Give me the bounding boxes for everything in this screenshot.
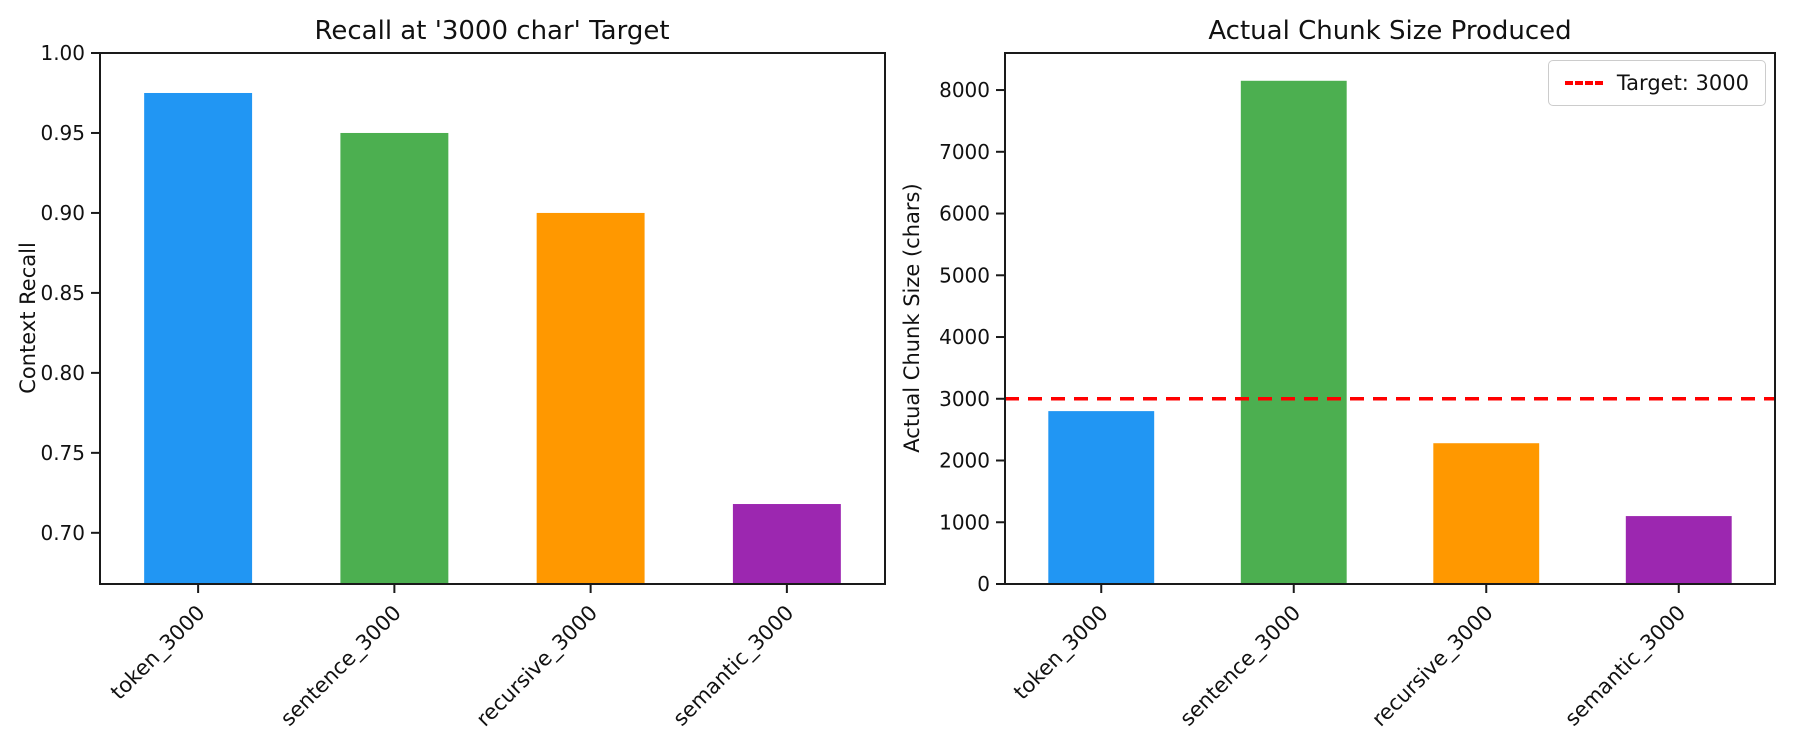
x-tick-label: token_3000 [1009, 601, 1113, 705]
x-tick-label: recursive_3000 [472, 601, 603, 732]
y-tick-label: 1000 [939, 510, 990, 534]
x-tick-label: semantic_3000 [1560, 601, 1691, 732]
y-tick-label: 0.95 [40, 121, 85, 145]
bar-recursive_3000 [536, 212, 645, 584]
left-chart-title: Recall at '3000 char' Target [314, 16, 670, 46]
right-y-axis-label: Actual Chunk Size (chars) [900, 183, 924, 453]
left-y-axis-label: Context Recall [16, 242, 40, 394]
y-tick-label: 5000 [939, 263, 990, 287]
y-tick-label: 0.70 [40, 521, 85, 545]
y-tick-label: 3000 [939, 387, 990, 411]
x-tick-label: sentence_3000 [1175, 601, 1306, 732]
bar-recursive_3000 [1433, 443, 1540, 584]
bar-token_3000 [144, 92, 253, 585]
y-tick-label: 7000 [939, 140, 990, 164]
y-tick-label: 0.80 [40, 361, 85, 385]
x-tick-label: recursive_3000 [1367, 601, 1498, 732]
x-tick-label: semantic_3000 [668, 601, 799, 732]
x-tick-label: sentence_3000 [276, 601, 407, 732]
y-tick-label: 0.90 [40, 201, 85, 225]
y-tick-label: 6000 [939, 202, 990, 226]
x-tick-label: token_3000 [106, 601, 210, 705]
bar-sentence_3000 [340, 132, 449, 584]
legend-label: Target: 3000 [1616, 71, 1749, 95]
bar-token_3000 [1048, 411, 1155, 584]
plot-area-border [99, 52, 886, 585]
y-tick-label: 8000 [939, 78, 990, 102]
bar-sentence_3000 [1240, 80, 1347, 584]
y-tick-label: 4000 [939, 325, 990, 349]
plot-area-border [1004, 52, 1776, 585]
y-tick-label: 0.85 [40, 281, 85, 305]
y-tick-label: 1.00 [40, 41, 85, 65]
y-tick-label: 0 [977, 572, 990, 596]
legend: Target: 3000 [1547, 60, 1766, 106]
right-chart-title: Actual Chunk Size Produced [1208, 16, 1572, 46]
y-tick-label: 2000 [939, 449, 990, 473]
legend-dashed-line-icon [1564, 81, 1603, 85]
bar-semantic_3000 [1625, 516, 1732, 584]
y-tick-label: 0.75 [40, 441, 85, 465]
bar-semantic_3000 [732, 504, 841, 584]
